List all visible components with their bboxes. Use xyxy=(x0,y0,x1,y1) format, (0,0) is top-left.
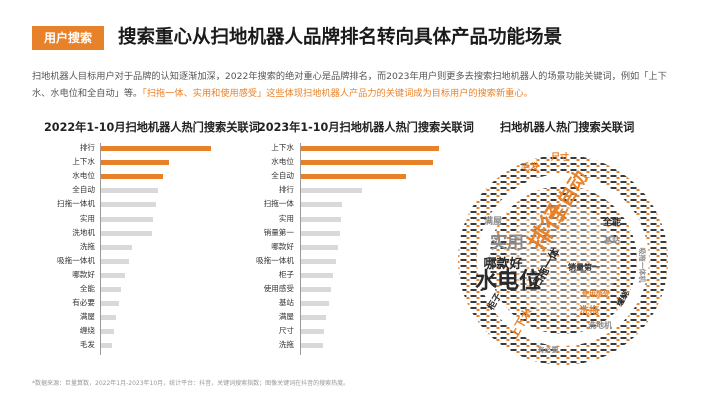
bar-label: 实用 xyxy=(79,213,95,223)
wordcloud-word: 全能 xyxy=(602,216,621,228)
wordcloud-word: 吸拖一体机 xyxy=(638,248,647,283)
wordcloud-word: 满屋 xyxy=(484,215,502,227)
wordcloud-inner-disc xyxy=(489,186,637,334)
wordcloud-word: 上下水 xyxy=(506,304,535,340)
wordcloud-gap-ring xyxy=(477,174,649,346)
bar-label: 扫拖一体机 xyxy=(57,199,95,209)
bar xyxy=(101,174,163,180)
bar xyxy=(301,188,362,194)
description-line-1: 扫地机器人目标用户对于品牌的认知逐渐加深，2022年搜索的绝对重心是品牌排名，而… xyxy=(32,71,667,82)
bar-label: 全能 xyxy=(79,284,95,293)
bar-label: 实用 xyxy=(278,213,294,223)
bar xyxy=(301,343,324,349)
bar xyxy=(301,258,336,264)
bar-label: 基站 xyxy=(278,298,294,308)
description-highlight: 「扫拖一体、实用和使用感受」这些体现扫地机器人产品力的关键词成为目标用户的搜索新… xyxy=(142,88,533,99)
bar-label: 排行 xyxy=(278,185,294,195)
chart-2022-title: 2022年1-10月扫地机器人热门搜索关联词 xyxy=(44,121,260,134)
wordcloud-word: 洗拖 xyxy=(579,304,599,317)
wordcloud-word: 洗地机 xyxy=(588,320,612,330)
chart-2023-title: 2023年1-10月扫地机器人热门搜索关联词 xyxy=(258,121,474,134)
bar-label: 满屋 xyxy=(278,312,294,322)
description-plain: 水、水电位和全自动」等。 xyxy=(32,88,143,99)
bar xyxy=(101,188,159,194)
bar xyxy=(101,202,156,208)
bar-label: 毛发 xyxy=(79,340,95,350)
bar-label: 排行 xyxy=(79,143,95,152)
bar-label: 缠绕 xyxy=(79,326,95,336)
wordcloud-core xyxy=(507,204,619,316)
footnote: *数据来源：巨量算数，2022年1月-2023年10月，统计平台：抖音，关键词搜… xyxy=(32,380,350,387)
section-badge: 用户搜索 xyxy=(32,26,104,50)
bar xyxy=(301,160,434,166)
wordcloud-word: 实用 xyxy=(490,232,524,253)
bar xyxy=(301,230,340,236)
bar-label: 洗地机 xyxy=(72,227,95,237)
bar-label: 满屋 xyxy=(79,312,95,322)
bar xyxy=(301,301,329,307)
bar xyxy=(301,216,342,222)
wordcloud-outer-disc xyxy=(458,155,668,365)
bar-label: 水电位 xyxy=(271,157,294,167)
bar xyxy=(101,315,117,321)
bar xyxy=(101,301,119,307)
page-title: 搜索重心从扫地机器人品牌排名转向具体产品功能场景 xyxy=(118,27,563,48)
bar-label: 洗拖 xyxy=(278,340,294,350)
wordcloud-word: 排行 xyxy=(523,200,572,256)
wordcloud-word: 使用感受 xyxy=(581,289,610,298)
bar xyxy=(301,329,325,335)
bar xyxy=(101,146,211,151)
bar xyxy=(301,315,326,321)
bar-label: 吸拖一体机 xyxy=(256,255,294,265)
chart-axis xyxy=(100,143,101,355)
wordcloud-word: 尺寸 xyxy=(551,151,569,163)
bar xyxy=(301,202,343,208)
bar xyxy=(301,174,406,180)
bar-label: 吸拖一体机 xyxy=(57,255,95,265)
bar xyxy=(101,216,153,222)
wordcloud-word: 哪款好 xyxy=(483,256,522,272)
wordcloud-word: 毛发 xyxy=(521,161,540,173)
bar-label: 洗拖 xyxy=(79,241,95,251)
bar xyxy=(301,272,333,278)
wordcloud-word: 柜子 xyxy=(484,291,504,313)
bar xyxy=(301,146,439,151)
wordcloud-title: 扫地机器人热门搜索关联词 xyxy=(500,121,635,134)
wordcloud-word: 基站 xyxy=(603,235,620,245)
bar-label: 上下水 xyxy=(72,157,95,167)
bar-label: 水电位 xyxy=(72,171,95,181)
description-line-2: 水、水电位和全自动」等。「扫拖一体、实用和使用感受」这些体现扫地机器人产品力的关… xyxy=(32,85,697,102)
bar-label: 全自动 xyxy=(271,171,294,181)
bar xyxy=(101,329,115,335)
wordcloud-word: 有必要 xyxy=(538,345,559,354)
bar xyxy=(301,244,339,250)
wordcloud-word: 全自动 xyxy=(542,166,592,227)
description: 扫地机器人目标用户对于品牌的认知逐渐加深，2022年搜索的绝对重心是品牌排名，而… xyxy=(32,68,697,102)
bar-label: 扫拖一体 xyxy=(263,199,294,209)
bar-label: 有必要 xyxy=(72,298,95,308)
bar xyxy=(101,272,126,278)
bar xyxy=(101,230,152,236)
bar-label: 哪款好 xyxy=(271,241,294,251)
bar xyxy=(101,244,132,250)
bar-label: 柜子 xyxy=(278,269,294,279)
title-row: 用户搜索 搜索重心从扫地机器人品牌排名转向具体产品功能场景 xyxy=(32,25,692,51)
bar xyxy=(301,287,332,292)
wordcloud-word: 水电位 xyxy=(475,268,541,294)
bar xyxy=(101,160,170,166)
bar-label: 全自动 xyxy=(72,185,95,195)
bar xyxy=(101,287,121,292)
chart-axis xyxy=(300,143,301,355)
wordcloud-word: 扫拖一体 xyxy=(528,245,563,291)
bar xyxy=(101,258,129,264)
bar-label: 销量第一 xyxy=(263,227,294,237)
bar-label: 上下水 xyxy=(271,143,294,152)
bar xyxy=(101,343,112,349)
wordcloud-word: 销量第一 xyxy=(568,262,600,272)
wordcloud-word: 缠绕 xyxy=(614,289,631,308)
bar-label: 哪款好 xyxy=(72,269,95,279)
bar-label: 尺寸 xyxy=(278,326,294,336)
bar-label: 使用感受 xyxy=(263,284,294,293)
